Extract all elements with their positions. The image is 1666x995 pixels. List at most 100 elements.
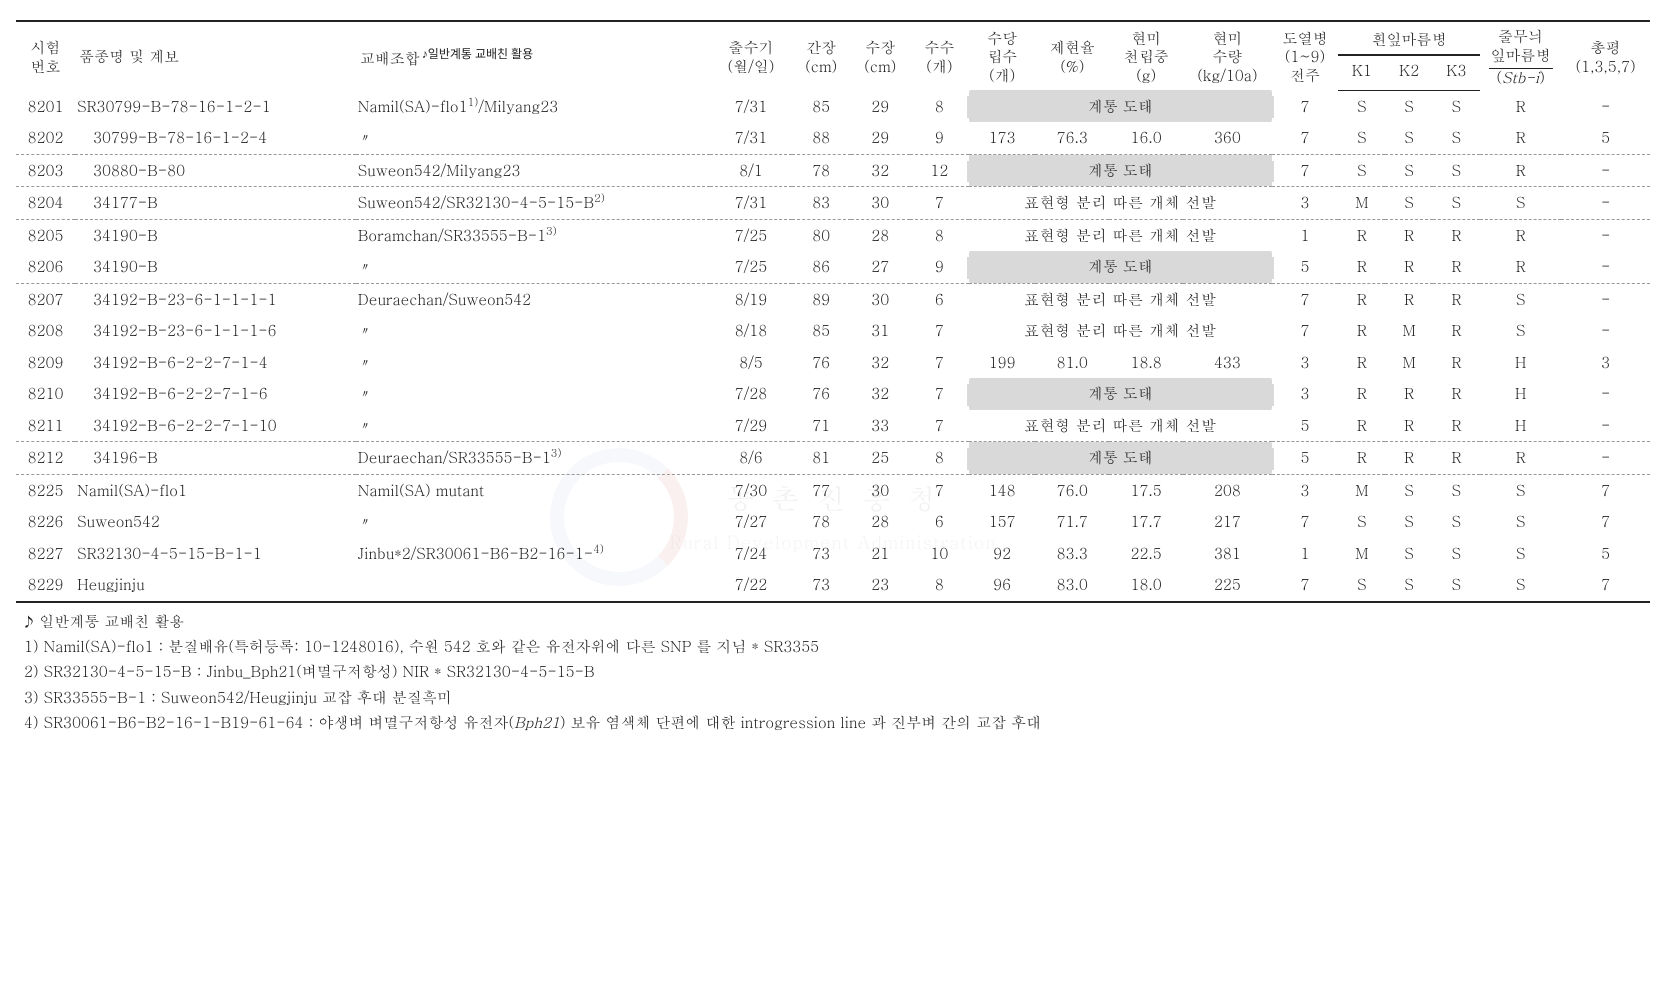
cell-stripe: R <box>1480 122 1561 154</box>
table-row: 820534190-BBoramchan/SR33555-B-13)7/2580… <box>16 219 1650 251</box>
cell-k1: S <box>1338 154 1385 187</box>
cell-k3: S <box>1433 187 1480 220</box>
cell-bar: 계통 도태 <box>969 154 1272 187</box>
hdr-k3: K3 <box>1433 55 1480 90</box>
cell-blast: 1 <box>1272 219 1338 251</box>
cell-tgw: 18.8 <box>1109 347 1183 379</box>
cell-cross: Boramchan/SR33555-B-13) <box>356 219 711 251</box>
cell-blast: 5 <box>1272 442 1338 475</box>
cell-pnum: 8 <box>910 442 969 475</box>
cell-hd: 7/22 <box>710 569 791 602</box>
cell-pnum: 9 <box>910 122 969 154</box>
cell-name: SR32130-4-5-15-B-1-1 <box>75 538 356 570</box>
cell-plen: 30 <box>851 474 910 506</box>
cell-tgw: 18.0 <box>1109 569 1183 602</box>
cell-name: 34192-B-6-2-2-7-1-10 <box>75 410 356 442</box>
cell-hd: 7/27 <box>710 506 791 538</box>
cell-cross: Suweon542/SR32130-4-5-15-B2) <box>356 187 711 220</box>
cell-culm: 83 <box>792 187 851 220</box>
footnotes: ♪ 일반계통 교배친 활용1) Namil(SA)-flo1 : 분질배유(특허… <box>16 609 1650 735</box>
table-row: 8226Suweon542〃7/277828615771.717.72177SS… <box>16 506 1650 538</box>
cell-ov: - <box>1561 90 1650 122</box>
cell-yld: 433 <box>1183 347 1272 379</box>
cell-k3: R <box>1433 410 1480 442</box>
data-table: 시험번호 품종명 및 계보 교배조합♪일반계통 교배친 활용 출수기(월/일) … <box>16 20 1650 603</box>
cell-k3: R <box>1433 219 1480 251</box>
cell-stripe: H <box>1480 410 1561 442</box>
cell-culm: 78 <box>792 506 851 538</box>
cell-name: 34190-B <box>75 251 356 283</box>
cell-trialno: 8227 <box>16 538 75 570</box>
cell-k1: M <box>1338 474 1385 506</box>
cell-k3: S <box>1433 122 1480 154</box>
cell-k3: S <box>1433 506 1480 538</box>
cell-cross: 〃 <box>356 315 711 347</box>
cell-k3: R <box>1433 251 1480 283</box>
cell-hd: 8/1 <box>710 154 791 187</box>
cell-pnum: 7 <box>910 474 969 506</box>
cell-pnum: 7 <box>910 378 969 410</box>
cell-k1: S <box>1338 90 1385 122</box>
cell-rat: 76.0 <box>1035 474 1109 506</box>
cell-name: 30880-B-80 <box>75 154 356 187</box>
cell-k2: S <box>1385 187 1432 220</box>
footnote-line: 2) SR32130-4-5-15-B : Jinbu_Bph21(벼멸구저항성… <box>16 659 1650 684</box>
cell-pnum: 12 <box>910 154 969 187</box>
cell-culm: 88 <box>792 122 851 154</box>
cell-name: 34177-B <box>75 187 356 220</box>
cell-spk: 173 <box>969 122 1035 154</box>
cell-pnum: 7 <box>910 187 969 220</box>
cell-k1: M <box>1338 187 1385 220</box>
cell-plen: 23 <box>851 569 910 602</box>
cell-blast: 7 <box>1272 90 1338 122</box>
cell-blast: 3 <box>1272 187 1338 220</box>
cell-culm: 73 <box>792 538 851 570</box>
cell-k2: S <box>1385 122 1432 154</box>
cell-cross <box>356 569 711 602</box>
cell-plen: 29 <box>851 90 910 122</box>
table-row: 821034192-B-6-2-2-7-1-6〃7/2876327계통 도태3R… <box>16 378 1650 410</box>
cell-pnum: 7 <box>910 315 969 347</box>
cell-trialno: 8206 <box>16 251 75 283</box>
cell-plen: 29 <box>851 122 910 154</box>
cell-tgw: 16.0 <box>1109 122 1183 154</box>
cell-hd: 7/25 <box>710 251 791 283</box>
cell-k1: R <box>1338 347 1385 379</box>
cell-bar: 계통 도태 <box>969 90 1272 122</box>
cell-bar: 계통 도태 <box>969 251 1272 283</box>
cell-k2: R <box>1385 219 1432 251</box>
cell-hd: 7/29 <box>710 410 791 442</box>
cell-cross: 〃 <box>356 506 711 538</box>
cell-trialno: 8212 <box>16 442 75 475</box>
cell-hd: 7/30 <box>710 474 791 506</box>
cell-rat: 83.0 <box>1035 569 1109 602</box>
cell-rat: 81.0 <box>1035 347 1109 379</box>
cell-ov: 7 <box>1561 474 1650 506</box>
cell-plen: 28 <box>851 219 910 251</box>
cell-hd: 7/28 <box>710 378 791 410</box>
cell-pnum: 10 <box>910 538 969 570</box>
cell-k3: R <box>1433 347 1480 379</box>
cell-hd: 7/31 <box>710 187 791 220</box>
cell-k1: R <box>1338 442 1385 475</box>
cell-stripe: R <box>1480 442 1561 475</box>
cell-cross: Suweon542/Milyang23 <box>356 154 711 187</box>
cell-culm: 86 <box>792 251 851 283</box>
cell-pnum: 7 <box>910 410 969 442</box>
cell-k2: M <box>1385 347 1432 379</box>
cell-blast: 5 <box>1272 410 1338 442</box>
cell-cross: 〃 <box>356 347 711 379</box>
cell-k1: R <box>1338 410 1385 442</box>
cell-culm: 85 <box>792 315 851 347</box>
cell-k2: R <box>1385 283 1432 315</box>
cell-ov: 7 <box>1561 569 1650 602</box>
cell-ov: - <box>1561 378 1650 410</box>
cell-k1: R <box>1338 378 1385 410</box>
cell-stripe: R <box>1480 219 1561 251</box>
cell-hd: 8/19 <box>710 283 791 315</box>
cell-trialno: 8202 <box>16 122 75 154</box>
cell-trialno: 8229 <box>16 569 75 602</box>
cell-name: 34192-B-23-6-1-1-1-6 <box>75 315 356 347</box>
cell-k2: R <box>1385 378 1432 410</box>
cell-blast: 3 <box>1272 378 1338 410</box>
